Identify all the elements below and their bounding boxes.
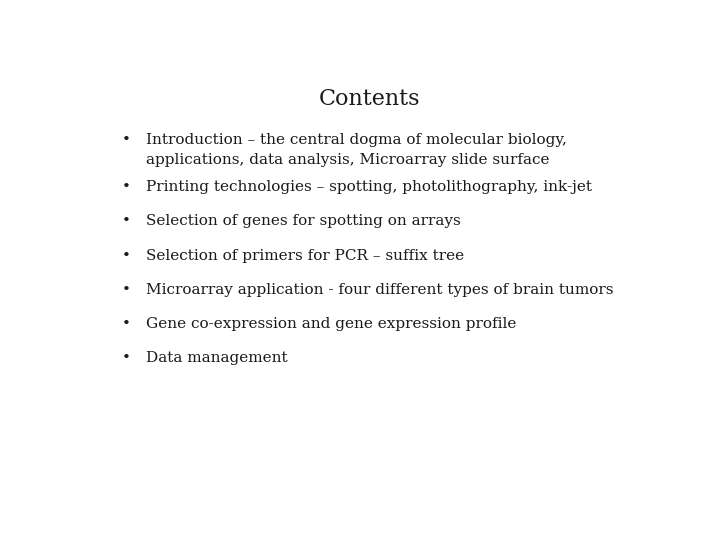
Text: Selection of primers for PCR – suffix tree: Selection of primers for PCR – suffix tr… (145, 248, 464, 262)
Text: Introduction – the central dogma of molecular biology,: Introduction – the central dogma of mole… (145, 133, 567, 147)
Text: Data management: Data management (145, 351, 287, 365)
Text: •: • (122, 214, 131, 228)
Text: Selection of genes for spotting on arrays: Selection of genes for spotting on array… (145, 214, 461, 228)
Text: •: • (122, 248, 131, 262)
Text: Gene co-expression and gene expression profile: Gene co-expression and gene expression p… (145, 317, 516, 331)
Text: •: • (122, 282, 131, 296)
Text: •: • (122, 180, 131, 194)
Text: Microarray application - four different types of brain tumors: Microarray application - four different … (145, 282, 613, 296)
Text: applications, data analysis, Microarray slide surface: applications, data analysis, Microarray … (145, 153, 549, 167)
Text: Printing technologies – spotting, photolithography, ink-jet: Printing technologies – spotting, photol… (145, 180, 592, 194)
Text: •: • (122, 133, 131, 147)
Text: •: • (122, 317, 131, 331)
Text: •: • (122, 351, 131, 365)
Text: Contents: Contents (318, 87, 420, 110)
